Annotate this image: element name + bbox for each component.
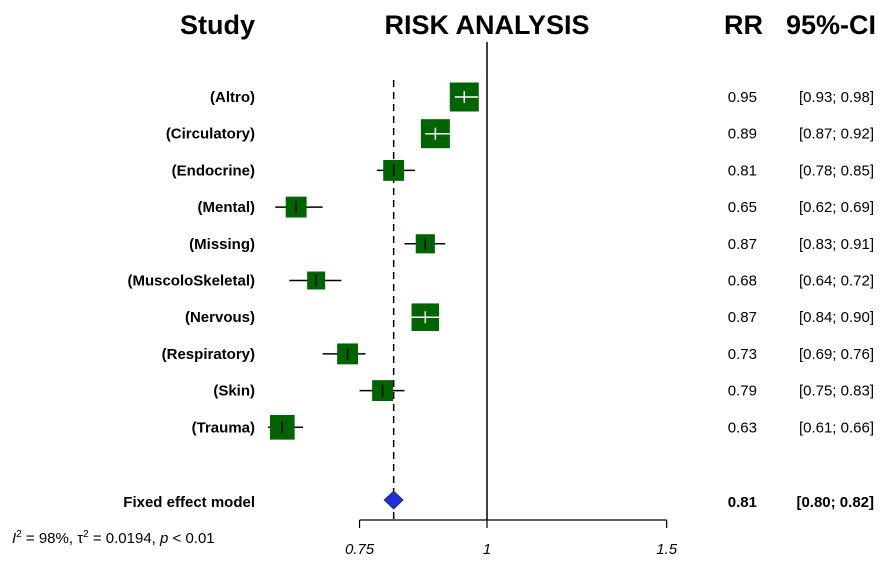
ci-column-header: 95%-CI <box>786 10 876 40</box>
study-row: (MuscoloSkeletal) 0.68 [0.64; 0.72] <box>127 271 874 290</box>
study-rr: 0.95 <box>728 89 757 106</box>
study-row: (Missing) 0.87 [0.83; 0.91] <box>189 234 874 254</box>
study-ci: [0.61; 0.66] <box>799 419 874 436</box>
study-row: (Mental) 0.65 [0.62; 0.69] <box>198 196 874 218</box>
heterogeneity-stats: I2 = 98%, τ2 = 0.0194, p < 0.01 <box>12 529 215 547</box>
rr-column-header: RR <box>724 10 763 40</box>
study-label: (Skin) <box>213 383 255 400</box>
study-rr: 0.73 <box>728 346 757 363</box>
study-row: (Skin) 0.79 [0.75; 0.83] <box>213 380 874 402</box>
study-rr: 0.89 <box>728 126 757 143</box>
pooled-diamond <box>383 490 404 510</box>
study-rr: 0.81 <box>728 162 757 179</box>
study-label: (Circulatory) <box>166 126 255 143</box>
study-label: (Respiratory) <box>162 346 255 363</box>
pooled-rr: 0.81 <box>728 494 757 511</box>
pooled-label: Fixed effect model <box>123 494 255 511</box>
study-label: (Endocrine) <box>172 162 255 179</box>
study-ci: [0.83; 0.91] <box>799 236 874 253</box>
study-row: (Circulatory) 0.89 [0.87; 0.92] <box>166 119 874 149</box>
study-rr: 0.87 <box>728 236 757 253</box>
study-ci: [0.62; 0.69] <box>799 199 874 216</box>
study-ci: [0.93; 0.98] <box>799 89 874 106</box>
study-label: (Mental) <box>198 199 256 216</box>
study-row: (Trauma) 0.63 [0.61; 0.66] <box>192 414 874 440</box>
study-label: (Missing) <box>189 236 255 253</box>
study-rr: 0.87 <box>728 309 757 326</box>
study-rr: 0.79 <box>728 383 757 400</box>
x-axis-tick-label: 1.5 <box>656 541 678 558</box>
study-row: (Nervous) 0.87 [0.84; 0.90] <box>185 303 874 331</box>
x-axis-tick-label: 0.75 <box>345 541 375 558</box>
study-label: (Altro) <box>210 89 255 106</box>
study-row: (Endocrine) 0.81 [0.78; 0.85] <box>172 159 874 181</box>
study-ci: [0.78; 0.85] <box>799 162 874 179</box>
study-ci: [0.64; 0.72] <box>799 273 874 290</box>
study-ci: [0.87; 0.92] <box>799 126 874 143</box>
study-rr: 0.63 <box>728 419 757 436</box>
study-ci: [0.84; 0.90] <box>799 309 874 326</box>
pooled-ci: [0.80; 0.82] <box>796 494 874 511</box>
study-label: (Trauma) <box>192 419 255 436</box>
study-rr: 0.65 <box>728 199 757 216</box>
study-column-header: Study <box>180 10 255 40</box>
study-label: (Nervous) <box>185 309 255 326</box>
study-rr: 0.68 <box>728 273 757 290</box>
study-ci: [0.69; 0.76] <box>799 346 874 363</box>
study-row: (Respiratory) 0.73 [0.69; 0.76] <box>162 343 874 365</box>
study-label: (MuscoloSkeletal) <box>127 273 255 290</box>
study-ci: [0.75; 0.83] <box>799 383 874 400</box>
x-axis-tick-label: 1 <box>483 541 491 558</box>
chart-title: RISK ANALYSIS <box>384 10 589 40</box>
study-row: (Altro) 0.95 [0.93; 0.98] <box>210 82 874 112</box>
